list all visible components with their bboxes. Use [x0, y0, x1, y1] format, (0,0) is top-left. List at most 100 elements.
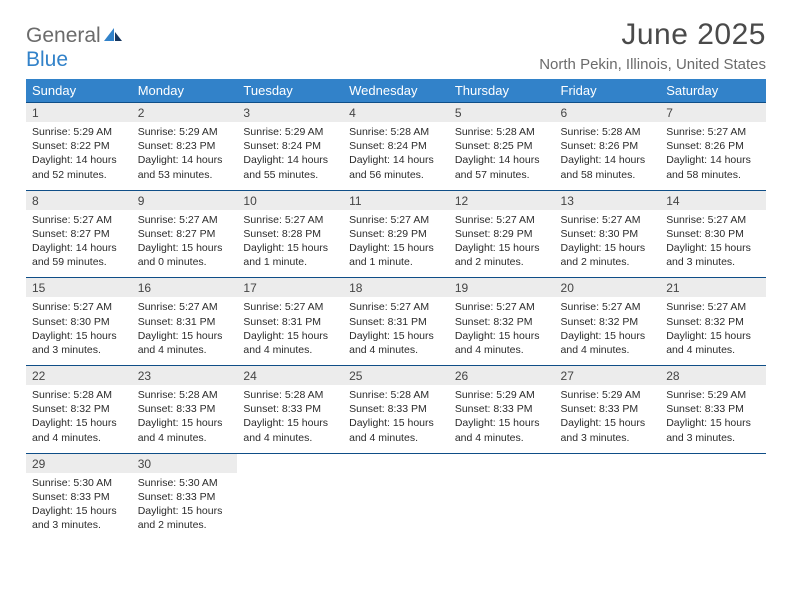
- sunset-line: Sunset: 8:30 PM: [32, 315, 126, 329]
- logo: General Blue: [26, 24, 123, 72]
- day-number-cell: 17: [237, 278, 343, 298]
- sunrise-line: Sunrise: 5:27 AM: [243, 300, 337, 314]
- day-info-cell: Sunrise: 5:28 AMSunset: 8:32 PMDaylight:…: [26, 385, 132, 453]
- sunrise-line: Sunrise: 5:27 AM: [243, 213, 337, 227]
- day-info-cell: [237, 473, 343, 541]
- day-info-cell: Sunrise: 5:29 AMSunset: 8:24 PMDaylight:…: [237, 122, 343, 190]
- day-number-cell: 15: [26, 278, 132, 298]
- day-info-cell: Sunrise: 5:27 AMSunset: 8:27 PMDaylight:…: [132, 210, 238, 278]
- sunset-line: Sunset: 8:32 PM: [32, 402, 126, 416]
- sunset-line: Sunset: 8:33 PM: [138, 402, 232, 416]
- sunrise-line: Sunrise: 5:30 AM: [32, 476, 126, 490]
- day-info-cell: Sunrise: 5:29 AMSunset: 8:33 PMDaylight:…: [555, 385, 661, 453]
- sunset-line: Sunset: 8:33 PM: [666, 402, 760, 416]
- day-number-cell: 13: [555, 190, 661, 210]
- sunrise-line: Sunrise: 5:30 AM: [138, 476, 232, 490]
- day-number-cell: 1: [26, 103, 132, 123]
- day-info-cell: Sunrise: 5:29 AMSunset: 8:23 PMDaylight:…: [132, 122, 238, 190]
- dow-header: Friday: [555, 79, 661, 103]
- day-number-cell: 28: [660, 366, 766, 386]
- day-number-cell: [660, 453, 766, 473]
- sunrise-line: Sunrise: 5:27 AM: [666, 300, 760, 314]
- sunset-line: Sunset: 8:25 PM: [455, 139, 549, 153]
- day-number-cell: 23: [132, 366, 238, 386]
- day-number-cell: [237, 453, 343, 473]
- daylight-line: Daylight: 14 hours and 58 minutes.: [666, 153, 760, 181]
- day-info-cell: Sunrise: 5:27 AMSunset: 8:32 PMDaylight:…: [555, 297, 661, 365]
- sunrise-line: Sunrise: 5:27 AM: [138, 213, 232, 227]
- day-info-cell: Sunrise: 5:29 AMSunset: 8:33 PMDaylight:…: [449, 385, 555, 453]
- day-number-cell: 24: [237, 366, 343, 386]
- day-info-cell: Sunrise: 5:27 AMSunset: 8:29 PMDaylight:…: [449, 210, 555, 278]
- sunrise-line: Sunrise: 5:27 AM: [349, 300, 443, 314]
- daylight-line: Daylight: 15 hours and 4 minutes.: [32, 416, 126, 444]
- day-number-cell: 27: [555, 366, 661, 386]
- day-info-cell: Sunrise: 5:27 AMSunset: 8:26 PMDaylight:…: [660, 122, 766, 190]
- day-info-cell: Sunrise: 5:30 AMSunset: 8:33 PMDaylight:…: [132, 473, 238, 541]
- day-info-cell: Sunrise: 5:28 AMSunset: 8:33 PMDaylight:…: [237, 385, 343, 453]
- dow-header: Tuesday: [237, 79, 343, 103]
- daylight-line: Daylight: 15 hours and 3 minutes.: [666, 241, 760, 269]
- day-number-row: 891011121314: [26, 190, 766, 210]
- sunset-line: Sunset: 8:33 PM: [349, 402, 443, 416]
- sunrise-line: Sunrise: 5:27 AM: [32, 213, 126, 227]
- day-info-cell: Sunrise: 5:27 AMSunset: 8:27 PMDaylight:…: [26, 210, 132, 278]
- daylight-line: Daylight: 15 hours and 4 minutes.: [243, 329, 337, 357]
- day-number-cell: 12: [449, 190, 555, 210]
- sunset-line: Sunset: 8:31 PM: [138, 315, 232, 329]
- dow-header: Saturday: [660, 79, 766, 103]
- dow-header: Wednesday: [343, 79, 449, 103]
- day-number-cell: 10: [237, 190, 343, 210]
- sunset-line: Sunset: 8:28 PM: [243, 227, 337, 241]
- daylight-line: Daylight: 15 hours and 1 minute.: [243, 241, 337, 269]
- day-info-cell: Sunrise: 5:28 AMSunset: 8:33 PMDaylight:…: [343, 385, 449, 453]
- day-info-row: Sunrise: 5:27 AM Sunset: 8:30 PM Daylight:…: [26, 297, 766, 365]
- logo-text-blue: Blue: [26, 48, 68, 71]
- daylight-line: Daylight: 15 hours and 4 minutes.: [561, 329, 655, 357]
- daylight-line: Daylight: 15 hours and 4 minutes.: [138, 416, 232, 444]
- daylight-line: Daylight: 15 hours and 2 minutes.: [561, 241, 655, 269]
- day-number-cell: 5: [449, 103, 555, 123]
- calendar-table: SundayMondayTuesdayWednesdayThursdayFrid…: [26, 79, 766, 540]
- sunrise-line: Sunrise: 5:28 AM: [349, 125, 443, 139]
- day-number-cell: [449, 453, 555, 473]
- sunset-line: Sunset: 8:24 PM: [243, 139, 337, 153]
- day-info-cell: Sunrise: 5:28 AMSunset: 8:24 PMDaylight:…: [343, 122, 449, 190]
- sunrise-line: Sunrise: 5:27 AM: [666, 213, 760, 227]
- sunset-line: Sunset: 8:33 PM: [561, 402, 655, 416]
- day-info-cell: Sunrise: 5:29 AMSunset: 8:22 PMDaylight:…: [26, 122, 132, 190]
- day-number-cell: 16: [132, 278, 238, 298]
- logo-text-general: General: [26, 24, 101, 47]
- day-info-cell: Sunrise: 5:28 AMSunset: 8:33 PMDaylight:…: [132, 385, 238, 453]
- day-number-row: 22232425262728: [26, 366, 766, 386]
- sunrise-line: Sunrise: 5:27 AM: [455, 213, 549, 227]
- sunset-line: Sunset: 8:24 PM: [349, 139, 443, 153]
- sunrise-line: Sunrise: 5:29 AM: [666, 388, 760, 402]
- day-info-row: Sunrise: 5:29 AMSunset: 8:22 PMDaylight:…: [26, 122, 766, 190]
- sunrise-line: Sunrise: 5:29 AM: [561, 388, 655, 402]
- sunset-line: Sunset: 8:23 PM: [138, 139, 232, 153]
- day-info-cell: [449, 473, 555, 541]
- daylight-line: Daylight: 14 hours and 58 minutes.: [561, 153, 655, 181]
- sunrise-line: Sunrise: 5:28 AM: [32, 388, 126, 402]
- location-label: North Pekin, Illinois, United States: [539, 56, 766, 73]
- month-title: June 2025: [539, 18, 766, 52]
- day-number-cell: 30: [132, 453, 238, 473]
- daylight-line: Daylight: 15 hours and 2 minutes.: [455, 241, 549, 269]
- day-number-cell: 18: [343, 278, 449, 298]
- day-number-row: 15161718192021: [26, 278, 766, 298]
- sunrise-line: Sunrise: 5:28 AM: [243, 388, 337, 402]
- daylight-line: Daylight: 15 hours and 4 minutes.: [243, 416, 337, 444]
- sunrise-line: Sunrise: 5:28 AM: [561, 125, 655, 139]
- day-number-cell: 2: [132, 103, 238, 123]
- sunrise-line: Sunrise: 5:29 AM: [32, 125, 126, 139]
- sunset-line: Sunset: 8:29 PM: [455, 227, 549, 241]
- day-info-cell: Sunrise: 5:27 AMSunset: 8:32 PMDaylight:…: [660, 297, 766, 365]
- daylight-line: Daylight: 15 hours and 4 minutes.: [349, 329, 443, 357]
- day-info-cell: Sunrise: 5:28 AMSunset: 8:26 PMDaylight:…: [555, 122, 661, 190]
- sunrise-line: Sunrise: 5:27 AM: [138, 300, 232, 314]
- daylight-line: Daylight: 15 hours and 2 minutes.: [138, 504, 232, 532]
- calendar-body: 1234567Sunrise: 5:29 AMSunset: 8:22 PMDa…: [26, 103, 766, 541]
- day-info-cell: Sunrise: 5:28 AMSunset: 8:25 PMDaylight:…: [449, 122, 555, 190]
- daylight-line: Daylight: 14 hours and 56 minutes.: [349, 153, 443, 181]
